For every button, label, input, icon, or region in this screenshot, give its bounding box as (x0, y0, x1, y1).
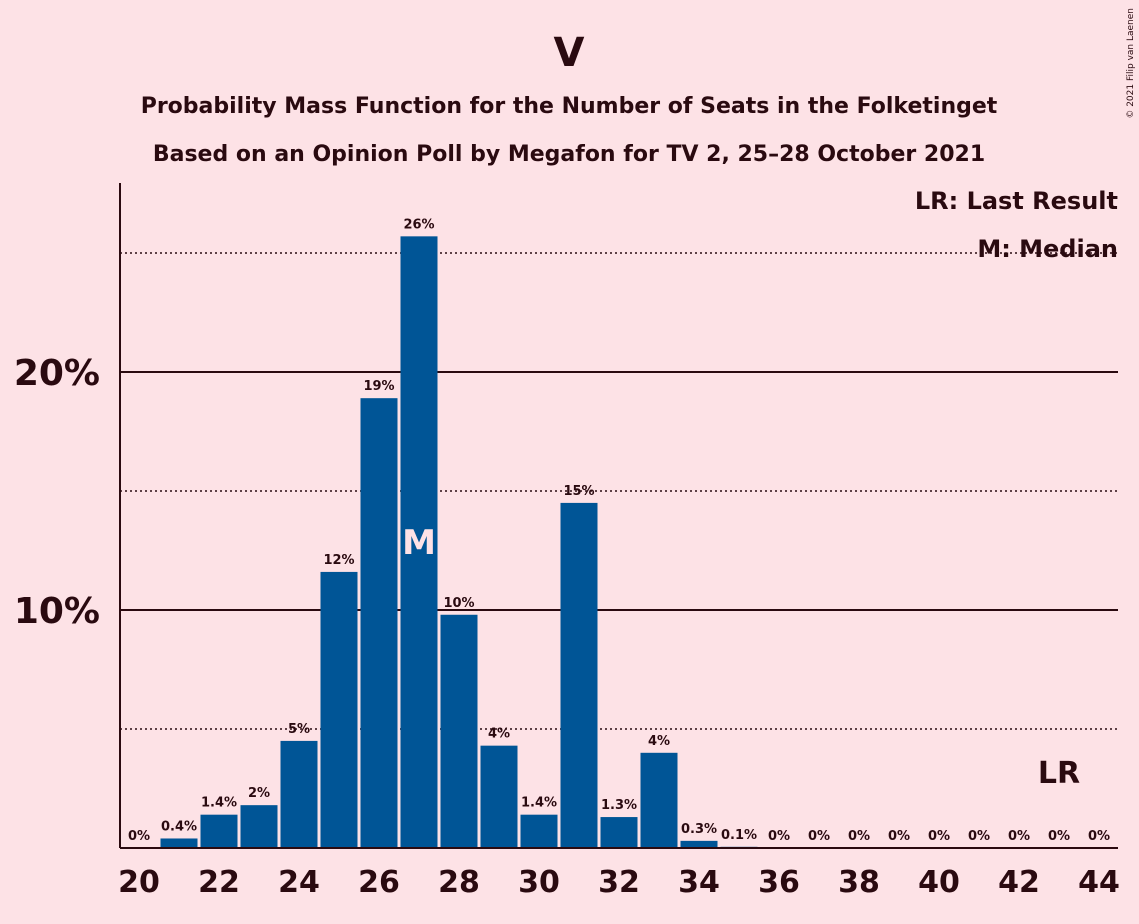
x-tick-label: 34 (678, 865, 720, 900)
bar-seat-28 (440, 614, 478, 848)
x-tick-label: 42 (998, 865, 1040, 900)
data-label: 0.3% (681, 822, 717, 837)
bar-seat-21 (160, 838, 198, 848)
data-label: 10% (443, 596, 474, 611)
x-tick-label: 36 (758, 865, 800, 900)
last-result-marker: LR (1038, 756, 1080, 791)
data-label: 15% (563, 484, 594, 499)
data-label: 0% (928, 829, 950, 844)
x-tick-label: 44 (1078, 865, 1120, 900)
legend-last-result: LR: Last Result (915, 187, 1118, 215)
legend-median: M: Median (977, 235, 1118, 263)
bars (160, 236, 758, 849)
data-label: 0% (888, 829, 910, 844)
y-tick-label: 10% (14, 591, 100, 632)
data-label: 0.4% (161, 819, 197, 834)
x-tick-label: 20 (118, 865, 160, 900)
chart-subtitle-1: Probability Mass Function for the Number… (141, 94, 998, 119)
data-label: 1.4% (521, 796, 557, 811)
chart-title: V (554, 30, 585, 76)
gridlines (120, 252, 1118, 730)
x-tick-label: 38 (838, 865, 880, 900)
data-label: 4% (488, 727, 510, 742)
bar-seat-34 (680, 840, 718, 848)
data-label: 0% (1048, 829, 1070, 844)
bar-seat-32 (600, 817, 638, 848)
x-tick-label: 24 (278, 865, 320, 900)
median-marker: M (402, 523, 436, 563)
bar-seat-31 (560, 502, 598, 848)
x-tick-label: 30 (518, 865, 560, 900)
data-label: 0% (968, 829, 990, 844)
x-tick-label: 22 (198, 865, 240, 900)
data-label: 19% (363, 379, 394, 394)
bar-seat-29 (480, 745, 518, 848)
data-label: 4% (648, 734, 670, 749)
data-label: 0% (768, 829, 790, 844)
bar-seat-30 (520, 814, 558, 848)
data-label: 0% (128, 829, 150, 844)
bar-seat-22 (200, 814, 238, 848)
copyright-text: © 2021 Filip van Laenen (1126, 8, 1136, 119)
y-axis: 10% 20% (14, 183, 121, 848)
bar-seat-26 (360, 398, 398, 848)
data-label: 0% (1008, 829, 1030, 844)
x-axis: 20 22 24 26 28 30 32 34 36 38 40 42 44 (118, 847, 1120, 900)
x-tick-label: 28 (438, 865, 480, 900)
data-label: 0% (848, 829, 870, 844)
data-labels: 0% 0.4% 1.4% 2% 5% 12% 19% 26% 10% 4% 1.4% 15% 1.3% 4… (128, 217, 1110, 844)
data-label: 1.4% (201, 796, 237, 811)
chart-subtitle-2: Based on an Opinion Poll by Megafon for … (153, 142, 985, 167)
data-label: 5% (288, 722, 310, 737)
data-label: 26% (403, 217, 434, 232)
bar-seat-33 (640, 752, 678, 848)
x-tick-label: 32 (598, 865, 640, 900)
data-label: 0% (1088, 829, 1110, 844)
data-label: 12% (323, 553, 354, 568)
bar-seat-27 (400, 236, 438, 849)
y-tick-label: 20% (14, 353, 100, 394)
data-label: 2% (248, 786, 270, 801)
data-label: 1.3% (601, 798, 637, 813)
x-tick-label: 40 (918, 865, 960, 900)
data-label: 0% (808, 829, 830, 844)
data-label: 0.1% (721, 828, 757, 843)
x-tick-label: 26 (358, 865, 400, 900)
bar-seat-23 (240, 805, 278, 848)
bar-seat-25 (320, 571, 358, 848)
bar-seat-24 (280, 740, 318, 848)
